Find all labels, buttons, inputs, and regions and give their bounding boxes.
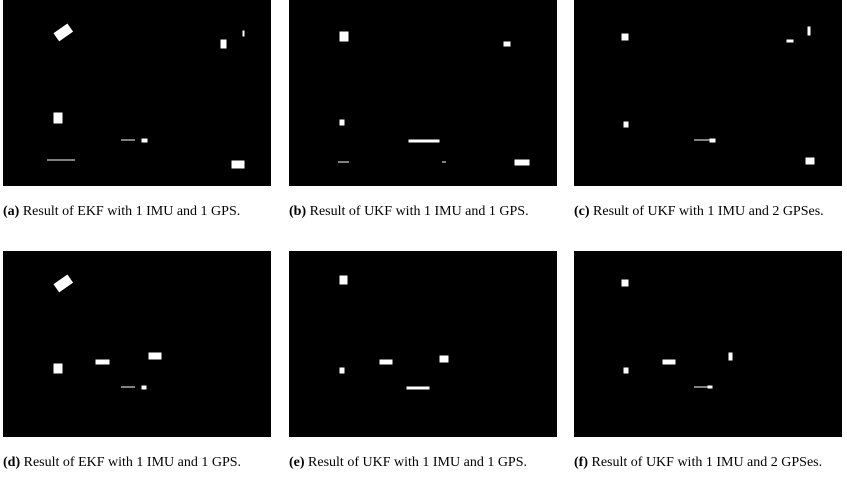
subfigure: (d) Result of EKF with 1 IMU and 1 GPS. bbox=[3, 251, 275, 471]
blob bbox=[710, 139, 715, 142]
blob bbox=[504, 42, 510, 46]
caption-label: (a) bbox=[3, 204, 19, 219]
subfigure: (c) Result of UKF with 1 IMU and 2 GPSes… bbox=[574, 0, 846, 220]
blob bbox=[54, 364, 62, 373]
caption: (f) Result of UKF with 1 IMU and 2 GPSes… bbox=[574, 455, 846, 471]
blob bbox=[624, 122, 628, 127]
blob bbox=[142, 139, 147, 142]
blob bbox=[806, 158, 814, 164]
blob bbox=[96, 360, 109, 364]
caption-text: Result of EKF with 1 IMU and 1 GPS. bbox=[23, 204, 240, 219]
blob bbox=[243, 31, 244, 36]
blob bbox=[340, 276, 347, 284]
result-image bbox=[289, 251, 557, 437]
caption: (a) Result of EKF with 1 IMU and 1 GPS. bbox=[3, 204, 275, 220]
caption-label: (d) bbox=[3, 455, 20, 470]
blob bbox=[808, 27, 810, 35]
caption: (b) Result of UKF with 1 IMU and 1 GPS. bbox=[289, 204, 561, 220]
blob bbox=[622, 34, 628, 40]
caption-text: Result of UKF with 1 IMU and 1 GPS. bbox=[310, 204, 529, 219]
caption-label: (e) bbox=[289, 455, 305, 470]
page: (a) Result of EKF with 1 IMU and 1 GPS. … bbox=[0, 0, 847, 491]
blob bbox=[221, 40, 226, 48]
blob bbox=[409, 140, 439, 142]
blob bbox=[708, 386, 712, 388]
blob bbox=[340, 368, 344, 373]
caption-text: Result of UKF with 1 IMU and 2 GPSes. bbox=[592, 455, 823, 470]
caption-text: Result of UKF with 1 IMU and 1 GPS. bbox=[308, 455, 527, 470]
result-image bbox=[289, 0, 557, 186]
blob bbox=[407, 387, 429, 389]
blob bbox=[54, 275, 72, 292]
blob bbox=[340, 32, 348, 41]
caption: (d) Result of EKF with 1 IMU and 1 GPS. bbox=[3, 455, 275, 471]
caption: (c) Result of UKF with 1 IMU and 2 GPSes… bbox=[574, 204, 846, 220]
blob bbox=[142, 386, 146, 389]
blob bbox=[340, 120, 344, 125]
subfigure: (e) Result of UKF with 1 IMU and 1 GPS. bbox=[289, 251, 561, 471]
result-image bbox=[3, 251, 271, 437]
blob bbox=[729, 353, 732, 360]
result-image bbox=[3, 0, 271, 186]
caption-text: Result of EKF with 1 IMU and 1 GPS. bbox=[24, 455, 241, 470]
blob bbox=[515, 160, 529, 165]
blob bbox=[232, 161, 244, 168]
subfigure: (a) Result of EKF with 1 IMU and 1 GPS. bbox=[3, 0, 275, 220]
result-image bbox=[574, 251, 842, 437]
blob bbox=[787, 40, 793, 42]
blob bbox=[624, 368, 628, 373]
blob bbox=[622, 280, 628, 286]
caption: (e) Result of UKF with 1 IMU and 1 GPS. bbox=[289, 455, 561, 471]
caption-label: (b) bbox=[289, 204, 306, 219]
subfigure: (b) Result of UKF with 1 IMU and 1 GPS. bbox=[289, 0, 561, 220]
blob bbox=[380, 360, 392, 364]
caption-label: (c) bbox=[574, 204, 590, 219]
caption-label: (f) bbox=[574, 455, 588, 470]
blob bbox=[149, 353, 161, 359]
blob bbox=[440, 356, 448, 362]
caption-text: Result of UKF with 1 IMU and 2 GPSes. bbox=[593, 204, 824, 219]
subfigure: (f) Result of UKF with 1 IMU and 2 GPSes… bbox=[574, 251, 846, 471]
result-image bbox=[574, 0, 842, 186]
blob bbox=[663, 360, 675, 364]
blob bbox=[54, 24, 72, 41]
blob bbox=[54, 113, 62, 123]
